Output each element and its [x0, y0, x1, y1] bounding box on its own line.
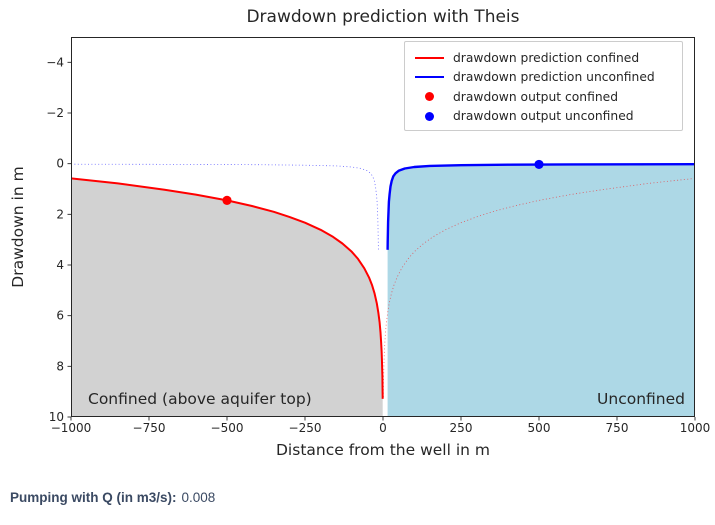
curve-unconfined	[386, 163, 695, 250]
x-axis-label: Distance from the well in m	[276, 441, 490, 459]
y-tick-label: 8	[56, 359, 64, 373]
marker-output-confined	[222, 195, 232, 205]
legend-label: drawdown prediction unconfined	[453, 70, 655, 85]
theis-drawdown-figure: Drawdown prediction with Theis −1000 −750…	[9, 7, 711, 459]
y-tick-label: 2	[56, 207, 64, 221]
curve-dotted-confined	[382, 178, 695, 399]
chart-title: Drawdown prediction with Theis	[246, 7, 520, 27]
plot-frame	[71, 37, 695, 417]
legend-label: drawdown output confined	[453, 89, 618, 104]
y-tick-label: 0	[56, 157, 64, 171]
x-tick-label: 0	[379, 421, 387, 435]
annotation-confined-zone: Confined (above aquifer top)	[88, 390, 312, 408]
red-dot-icon	[415, 92, 444, 102]
y-tick-label: 4	[56, 258, 64, 272]
y-tick-label: −2	[46, 106, 64, 120]
legend-item-prediction-confined: drawdown prediction confined	[415, 48, 682, 68]
fill-confined	[71, 178, 383, 417]
x-tick-label: 500	[528, 421, 551, 435]
curve-confined	[71, 177, 384, 399]
x-tick-label: −1000	[51, 421, 92, 435]
blue-line-icon	[415, 76, 444, 79]
legend-item-output-confined: drawdown output confined	[415, 87, 682, 107]
y-tick-label: 10	[49, 410, 64, 424]
legend-label: drawdown output unconfined	[453, 109, 634, 124]
marker-output-unconfined	[534, 159, 544, 170]
pumping-rate-widget: Pumping with Q (in m3/s): 0.008	[10, 490, 215, 505]
fill-unconfined	[387, 164, 695, 417]
pumping-rate-label: Pumping with Q (in m3/s):	[10, 490, 177, 505]
x-tick-label: −250	[289, 421, 322, 435]
legend-item-prediction-unconfined: drawdown prediction unconfined	[415, 68, 682, 88]
legend-item-output-unconfined: drawdown output unconfined	[415, 107, 682, 127]
curve-dotted-unconfined	[71, 163, 379, 250]
x-tick-label: 750	[606, 421, 629, 435]
x-tick-label: 1000	[680, 421, 711, 435]
y-axis-label: Drawdown in m	[9, 166, 27, 288]
annotation-unconfined-zone: Unconfined	[597, 390, 685, 408]
red-line-icon	[415, 56, 444, 59]
x-tick-label: −500	[211, 421, 244, 435]
x-tick-label: 250	[450, 421, 473, 435]
x-tick-label: −750	[133, 421, 166, 435]
pumping-rate-value: 0.008	[181, 490, 216, 505]
legend-box: drawdown prediction confined drawdown pr…	[404, 41, 683, 131]
legend-label: drawdown prediction confined	[453, 50, 640, 65]
plot-canvas: −1000 −750 −500 −250 0 250 500 750 1000 −4 −2 0 2 4 6 8…	[46, 37, 711, 435]
blue-dot-icon	[415, 111, 444, 121]
y-tick-label: −4	[46, 55, 64, 69]
y-tick-label: 6	[56, 309, 64, 323]
